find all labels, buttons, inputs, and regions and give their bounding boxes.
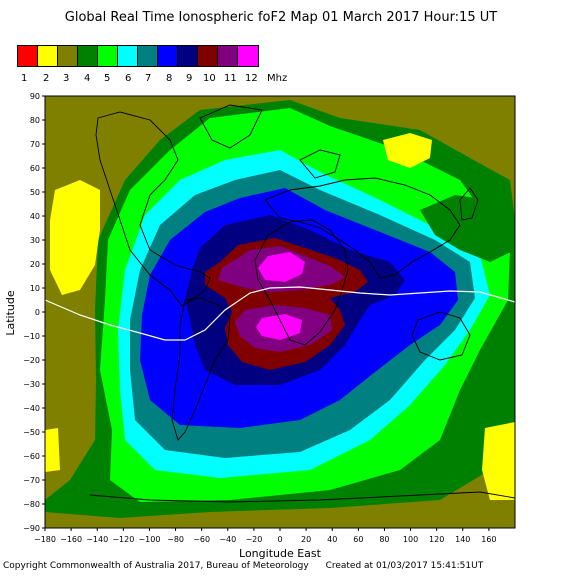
y-tick-label: 20: [30, 260, 40, 269]
y-tick-label: 0: [35, 308, 40, 317]
legend-labels: 1 2 3 4 5 6 7 8 9 10 11 12 Mhz: [17, 73, 337, 87]
legend-swatch-10: [198, 46, 218, 66]
y-axis: 90 80 70 60 50 40 30 20 10 0 −10 −20 −30 −40 −50 −60 −70…: [23, 92, 45, 533]
y-tick-label: −90: [23, 524, 40, 533]
y-tick-label: 60: [30, 164, 40, 173]
x-tick-label: 160: [481, 535, 496, 544]
legend-swatch-6: [118, 46, 138, 66]
x-tick-label: 120: [429, 535, 444, 544]
copyright-text: Copyright Commonwealth of Australia 2017…: [3, 561, 309, 571]
legend-swatch-7: [138, 46, 158, 66]
y-tick-label: 70: [30, 140, 40, 149]
x-axis: −180 −160 −140 −120 −100 −80 −60 −40 −20 0 20 40 60 8…: [34, 528, 497, 544]
y-tick-label: −20: [23, 356, 40, 365]
legend-swatch-4: [78, 46, 98, 66]
x-tick-label: −80: [167, 535, 184, 544]
legend-label: 10: [203, 73, 216, 84]
magnetic-equator: [45, 286, 515, 341]
x-tick-label: −180: [34, 535, 56, 544]
x-tick-label: −40: [219, 535, 236, 544]
legend-unit: Mhz: [267, 73, 288, 84]
x-tick-label: 60: [353, 535, 363, 544]
legend-swatch-3: [58, 46, 78, 66]
y-tick-label: −70: [23, 476, 40, 485]
legend-label: 7: [145, 73, 152, 84]
x-tick-label: 80: [379, 535, 389, 544]
legend-label: 1: [21, 73, 28, 84]
legend-label: 6: [125, 73, 132, 84]
y-tick-label: 10: [30, 284, 40, 293]
y-tick-label: −50: [23, 428, 40, 437]
contour-level-2: [50, 180, 100, 295]
y-tick-label: −60: [23, 452, 40, 461]
x-tick-label: 0: [277, 535, 282, 544]
y-tick-label: 40: [30, 212, 40, 221]
footer: Copyright Commonwealth of Australia 2017…: [3, 561, 497, 571]
contour-level-2: [45, 428, 60, 472]
legend-label: 12: [245, 73, 258, 84]
legend-swatch-1: [18, 46, 38, 66]
x-tick-label: −60: [193, 535, 210, 544]
contour-level-2: [482, 422, 515, 500]
contour-level-4: [420, 195, 515, 262]
legend-label: 8: [166, 73, 173, 84]
x-tick-label: −20: [245, 535, 262, 544]
y-tick-label: −10: [23, 332, 40, 341]
y-tick-label: 30: [30, 236, 40, 245]
x-tick-label: −160: [60, 535, 82, 544]
y-tick-label: −80: [23, 500, 40, 509]
legend-swatch-9: [178, 46, 198, 66]
x-tick-label: −140: [86, 535, 108, 544]
map-title: Global Real Time Ionospheric foF2 Map 01…: [64, 10, 498, 25]
legend-label: 3: [63, 73, 70, 84]
legend-swatch-11: [218, 46, 238, 66]
legend-swatch-12: [238, 46, 258, 66]
legend-swatch-2: [38, 46, 58, 66]
x-tick-label: 100: [403, 535, 418, 544]
y-tick-label: −40: [23, 404, 40, 413]
created-timestamp: Created at 01/03/2017 15:41:51UT: [325, 561, 484, 571]
color-legend: 1 2 3 4 5 6 7 8 9 10 11 12 Mhz: [17, 45, 287, 84]
y-tick-label: 80: [30, 116, 40, 125]
legend-label: 9: [186, 73, 193, 84]
y-tick-label: 50: [30, 188, 40, 197]
legend-label: 11: [224, 73, 237, 84]
y-tick-label: 90: [30, 92, 40, 101]
legend-swatches: [17, 45, 259, 67]
x-tick-label: −100: [138, 535, 160, 544]
y-tick-label: −30: [23, 380, 40, 389]
coastlines: [89, 104, 515, 503]
x-tick-label: 20: [301, 535, 311, 544]
contour-level-12: [258, 252, 305, 282]
contour-level-12: [256, 314, 302, 340]
contour-field: [45, 96, 515, 528]
legend-label: 5: [104, 73, 111, 84]
x-tick-label: 140: [455, 535, 470, 544]
legend-label: 2: [43, 73, 50, 84]
x-tick-label: 40: [327, 535, 337, 544]
x-tick-label: −120: [112, 535, 134, 544]
legend-swatch-8: [158, 46, 178, 66]
y-axis-label: Latitude: [4, 290, 17, 336]
x-axis-label: Longitude East: [239, 547, 322, 560]
legend-label: 4: [84, 73, 91, 84]
legend-swatch-5: [98, 46, 118, 66]
contour-level-2: [383, 133, 432, 168]
